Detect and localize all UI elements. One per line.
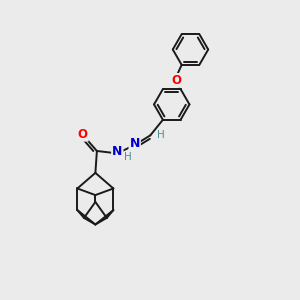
Text: N: N (130, 137, 140, 150)
Text: H: H (157, 130, 165, 140)
Text: O: O (171, 74, 181, 87)
Text: H: H (124, 152, 132, 162)
Text: N: N (112, 146, 122, 158)
Text: O: O (78, 128, 88, 141)
